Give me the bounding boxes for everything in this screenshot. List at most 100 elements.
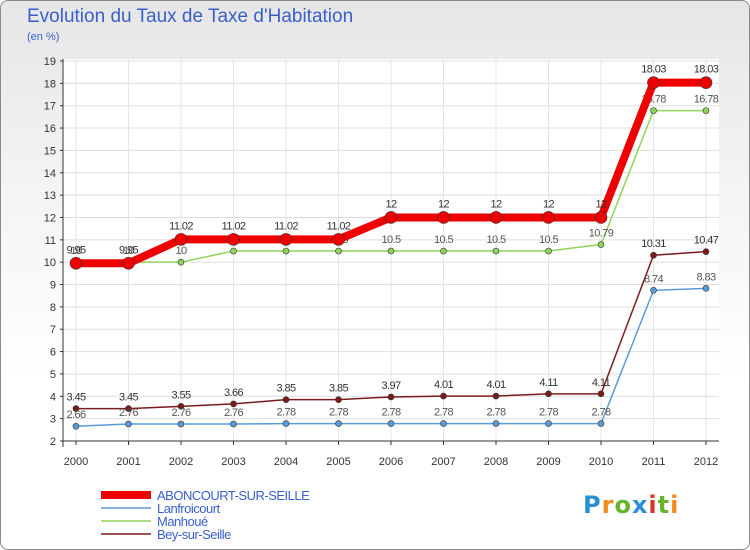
data-label-aboncourt-sur-seille-2010: 12 <box>595 198 607 210</box>
data-label-aboncourt-sur-seille-2011: 18.03 <box>641 64 666 76</box>
point-lanfroicourt-2001 <box>125 420 132 428</box>
point-lanfroicourt-2007 <box>440 420 447 427</box>
y-tick-label-14: 14 <box>44 168 56 180</box>
proxiti-logo: Proxiti <box>583 491 680 519</box>
point-manhou-2002 <box>177 258 185 266</box>
data-label-aboncourt-sur-seille-2000: 9.95 <box>66 244 85 256</box>
data-label-lanfroicourt-2009: 2.78 <box>539 407 558 419</box>
y-tick-label-9: 9 <box>50 280 56 292</box>
y-tick-label-5: 5 <box>50 369 56 381</box>
point-lanfroicourt-2012 <box>702 285 710 292</box>
data-label-bey-sur-seille-2008: 4.01 <box>486 379 505 391</box>
data-label-lanfroicourt-2011: 8.74 <box>644 273 663 285</box>
data-label-lanfroicourt-2010: 2.78 <box>591 407 610 419</box>
point-lanfroicourt-2005 <box>335 420 342 427</box>
data-label-aboncourt-sur-seille-2006: 12 <box>385 198 397 210</box>
point-lanfroicourt-2002 <box>177 420 185 428</box>
point-aboncourt-sur-seille-2008 <box>489 211 503 224</box>
point-manhou-2007 <box>440 247 447 255</box>
point-aboncourt-sur-seille-2004 <box>279 233 293 246</box>
data-label-manhou-2009: 10.5 <box>539 234 558 246</box>
data-label-aboncourt-sur-seille-2012: 18.03 <box>694 64 719 76</box>
point-lanfroicourt-2011 <box>650 287 657 294</box>
legend-label-manhou: Manhoué <box>157 514 208 529</box>
y-tick-label-10: 10 <box>44 257 56 269</box>
data-label-lanfroicourt-2006: 2.78 <box>381 407 400 419</box>
data-label-bey-sur-seille-2000: 3.45 <box>66 392 85 404</box>
point-aboncourt-sur-seille-2009 <box>542 211 555 224</box>
y-tick-label-2: 2 <box>50 436 56 448</box>
point-lanfroicourt-2000 <box>72 422 80 430</box>
data-label-lanfroicourt-2012: 8.83 <box>696 271 715 283</box>
point-lanfroicourt-2010 <box>597 420 605 427</box>
data-label-manhou-2006: 10.5 <box>381 234 400 246</box>
chart-title: Evolution du Taux de Taxe d'Habitation <box>27 6 354 27</box>
y-tick-label-16: 16 <box>44 123 56 135</box>
data-label-lanfroicourt-2004: 2.78 <box>276 407 295 419</box>
point-lanfroicourt-2009 <box>545 420 552 427</box>
x-tick-label-2005: 2005 <box>326 456 350 468</box>
chart-unit-label: (en %) <box>27 31 60 43</box>
data-label-manhou-2002: 10 <box>175 245 187 257</box>
point-bey-sur-seille-2012 <box>702 248 710 255</box>
point-manhou-2012 <box>702 107 710 114</box>
data-label-lanfroicourt-2008: 2.78 <box>486 407 505 419</box>
y-tick-label-12: 12 <box>44 212 56 224</box>
data-label-lanfroicourt-2001: 2.76 <box>119 407 138 419</box>
data-label-bey-sur-seille-2012: 10.47 <box>694 235 719 247</box>
data-label-bey-sur-seille-2007: 4.01 <box>434 379 453 391</box>
x-tick-label-2012: 2012 <box>694 456 718 468</box>
point-bey-sur-seille-2001 <box>125 405 132 412</box>
point-aboncourt-sur-seille-2006 <box>384 211 398 224</box>
data-label-lanfroicourt-2007: 2.78 <box>434 407 453 419</box>
point-bey-sur-seille-2003 <box>230 400 237 408</box>
data-label-lanfroicourt-2003: 2.76 <box>224 407 243 419</box>
x-tick-label-2010: 2010 <box>589 456 613 468</box>
point-bey-sur-seille-2011 <box>650 251 657 259</box>
point-aboncourt-sur-seille-2010 <box>594 211 608 224</box>
y-tick-label-15: 15 <box>44 145 56 157</box>
point-manhou-2005 <box>335 247 342 255</box>
x-tick-label-2001: 2001 <box>116 456 140 468</box>
point-manhou-2008 <box>492 247 500 255</box>
y-tick-label-6: 6 <box>50 347 56 359</box>
data-label-aboncourt-sur-seille-2008: 12 <box>490 198 502 210</box>
point-aboncourt-sur-seille-2000 <box>69 256 83 270</box>
point-bey-sur-seille-2009 <box>545 390 552 398</box>
point-bey-sur-seille-2010 <box>597 390 605 398</box>
point-manhou-2010 <box>597 241 605 248</box>
x-tick-label-2009: 2009 <box>536 456 560 468</box>
data-label-manhou-2008: 10.5 <box>486 234 505 246</box>
data-label-bey-sur-seille-2002: 3.55 <box>171 389 190 401</box>
y-tick-label-8: 8 <box>50 302 56 314</box>
data-label-bey-sur-seille-2009: 4.11 <box>539 377 558 389</box>
point-lanfroicourt-2003 <box>230 420 237 428</box>
data-label-bey-sur-seille-2003: 3.66 <box>224 387 243 399</box>
data-label-manhou-2010: 10.79 <box>589 228 614 240</box>
x-tick-label-2006: 2006 <box>379 456 403 468</box>
x-tick-label-2011: 2011 <box>642 456 666 468</box>
data-label-aboncourt-sur-seille-2002: 11.02 <box>169 220 193 232</box>
point-aboncourt-sur-seille-2011 <box>647 76 660 89</box>
data-label-manhou-2001: 10 <box>123 245 135 257</box>
y-tick-label-18: 18 <box>44 78 56 90</box>
point-lanfroicourt-2006 <box>387 420 395 427</box>
data-label-lanfroicourt-2000: 2.66 <box>66 409 85 421</box>
data-label-bey-sur-seille-2004: 3.85 <box>276 383 295 395</box>
point-bey-sur-seille-2004 <box>282 396 290 403</box>
point-manhou-2006 <box>387 247 395 255</box>
point-bey-sur-seille-2002 <box>177 403 185 410</box>
point-bey-sur-seille-2005 <box>335 396 342 403</box>
point-aboncourt-sur-seille-2002 <box>174 233 188 246</box>
legend-label-aboncourt-sur-seille: ABONCOURT-SUR-SEILLE <box>157 488 310 503</box>
data-label-aboncourt-sur-seille-2009: 12 <box>543 198 555 210</box>
y-tick-label-7: 7 <box>50 324 56 336</box>
point-bey-sur-seille-2007 <box>440 392 447 400</box>
x-tick-label-2007: 2007 <box>431 456 455 468</box>
data-label-bey-sur-seille-2010: 4.11 <box>592 377 611 389</box>
y-tick-label-17: 17 <box>44 101 56 113</box>
point-lanfroicourt-2004 <box>282 420 290 427</box>
point-manhou-2009 <box>545 247 552 255</box>
point-manhou-2004 <box>282 247 290 255</box>
